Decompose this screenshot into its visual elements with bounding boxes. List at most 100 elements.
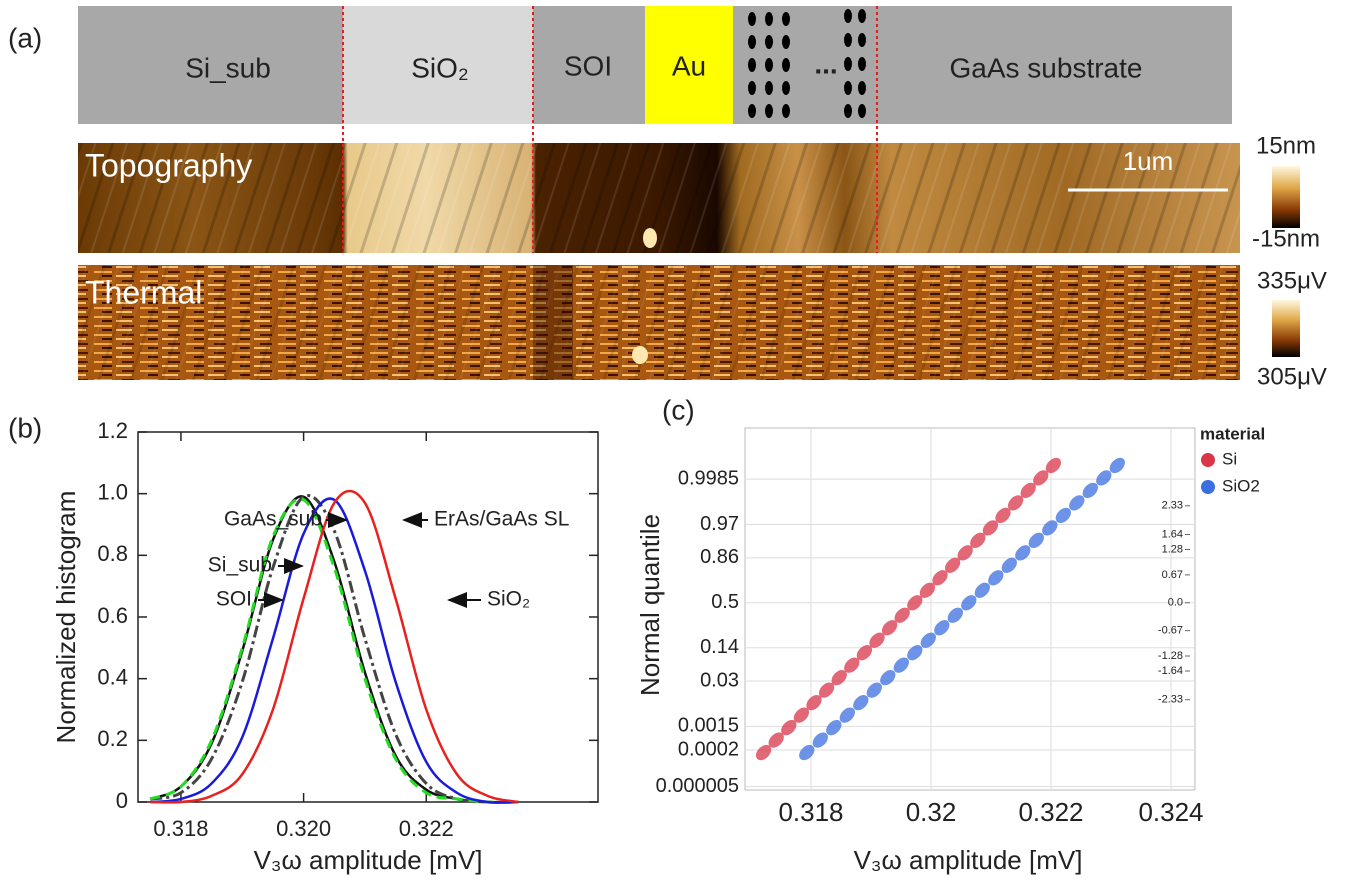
point: [1007, 495, 1024, 511]
series-line: [149, 495, 519, 804]
y-tick-label: 0.14: [700, 636, 739, 658]
point: [793, 707, 810, 723]
y2-tick-label: -1.64: [1158, 665, 1183, 677]
x-tick-label: 0.32: [906, 797, 957, 827]
point: [995, 507, 1011, 524]
point: [907, 645, 923, 661]
point: [1069, 495, 1085, 511]
layer-label: Au: [672, 50, 706, 81]
x-tick-label: 0.322: [399, 816, 454, 841]
point: [970, 532, 986, 548]
point: [781, 719, 797, 736]
y-tick-label: 0.9985: [678, 467, 739, 489]
y2-tick-label: -0.67: [1158, 625, 1183, 637]
point: [919, 582, 936, 598]
point: [1109, 457, 1125, 474]
legend-label: SiO2: [1222, 476, 1260, 495]
y-tick-label: 1.2: [97, 418, 128, 443]
series-annotation: SOI: [216, 588, 252, 611]
y-tick-label: 0.0015: [678, 715, 739, 737]
y-tick-label: 0.86: [700, 546, 739, 568]
y2-tick-label: 1.28: [1162, 543, 1183, 555]
panel-label: (a): [8, 22, 42, 53]
point: [826, 719, 842, 736]
y-axis-label: Normal quantile: [635, 514, 665, 696]
plot-frame: [137, 431, 599, 803]
ellipsis: ...: [814, 48, 837, 79]
point: [806, 694, 822, 711]
panel-label: (b): [8, 412, 42, 443]
y-tick-label: 0.6: [97, 603, 128, 628]
map-title: Topography: [85, 147, 252, 183]
point: [957, 545, 973, 561]
point: [856, 645, 873, 661]
x-tick-label: 0.318: [778, 797, 843, 827]
thermal-texture: [78, 265, 1240, 380]
y-tick-label: 0.97: [700, 513, 739, 535]
x-tick-label: 0.318: [153, 816, 208, 841]
layer-label: GaAs substrate: [950, 52, 1143, 83]
point: [818, 682, 835, 698]
point: [880, 670, 896, 686]
legend-title: material: [1200, 424, 1265, 443]
point: [768, 732, 784, 748]
colorbar-label: -15nm: [1252, 225, 1320, 252]
x-tick-label: 0.322: [1018, 797, 1083, 827]
schematic: Si_sub SiO₂ SOI Au ... GaAs substrate: [78, 6, 1232, 124]
point: [1020, 482, 1036, 499]
y-tick-label: 0.8: [97, 541, 128, 566]
series-annotation: SiO₂: [487, 588, 530, 611]
y-tick-label: 0.0002: [678, 738, 739, 760]
point: [947, 607, 963, 623]
y-tick-label: 0.2: [97, 726, 128, 751]
series-line: [149, 497, 519, 804]
legend-marker: [1201, 480, 1215, 494]
colorbar: [1272, 300, 1300, 357]
legend-marker: [1201, 453, 1215, 467]
colorbar: [1272, 166, 1300, 228]
layer: [645, 6, 733, 124]
x-tick-label: 0.320: [276, 816, 331, 841]
point: [932, 570, 948, 586]
y-tick-label: 0.000005: [656, 775, 739, 797]
y-tick-label: 0.4: [97, 664, 128, 689]
layer: [343, 6, 533, 124]
y-tick-label: 0.03: [700, 669, 739, 691]
point: [934, 620, 950, 636]
layer: [877, 6, 1232, 124]
point: [869, 632, 885, 648]
thermal-map: Thermal 335μV 305μV: [78, 265, 1327, 390]
point: [1033, 470, 1049, 486]
y2-tick-label: 1.64: [1162, 528, 1183, 540]
colorbar-label: 15nm: [1256, 132, 1316, 159]
legend-label: Si: [1222, 449, 1237, 468]
x-axis-label: V₃ω amplitude [mV]: [854, 845, 1083, 875]
layer: [78, 6, 343, 124]
series-annotation: GaAs_sub: [224, 508, 322, 531]
point: [812, 732, 828, 748]
point: [920, 632, 936, 648]
colorbar-label: 335μV: [1257, 267, 1327, 294]
point: [1001, 557, 1017, 573]
y-tick-label: 1.0: [97, 479, 128, 504]
series-annotation: ErAs/GaAs SL: [434, 508, 569, 531]
point: [907, 595, 923, 611]
point: [1042, 520, 1058, 536]
point: [866, 682, 882, 698]
point: [893, 657, 909, 673]
layer: [733, 6, 877, 124]
point: [961, 595, 977, 611]
point: [1096, 470, 1112, 486]
y2-tick-label: -2.33: [1158, 694, 1183, 706]
point: [881, 620, 898, 636]
point: [799, 744, 815, 761]
layer-label: SOI: [564, 50, 612, 81]
point: [755, 744, 772, 761]
colorbar-label: 305μV: [1257, 363, 1327, 390]
point: [1055, 507, 1071, 524]
y-axis-label: Normalized histogram: [51, 491, 81, 744]
map-title: Thermal: [85, 274, 202, 310]
point: [1082, 482, 1098, 499]
panel-label: (c): [662, 394, 695, 425]
